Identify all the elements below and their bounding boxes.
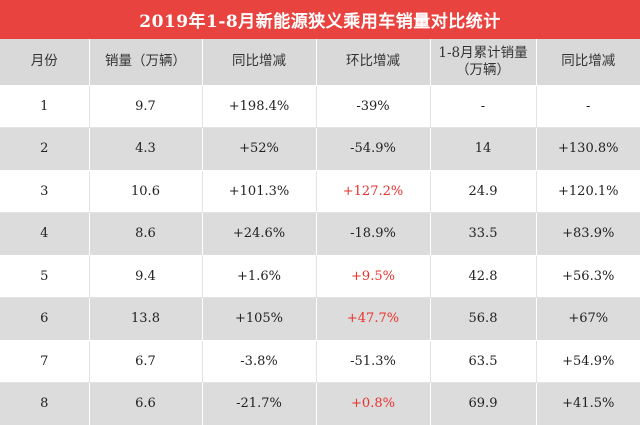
sales-table: 月份 销量（万辆） 同比增减 环比增减 1-8月累计销量（万辆） 同比增减 1 … [0,39,640,425]
cell-cumulative-sales: 14 [430,127,537,171]
cell-cumulative-yoy-change: +130.8% [536,127,640,171]
header-cumulative-yoy-change: 同比增减 [536,39,640,86]
cell-sales: 6.6 [89,382,203,425]
header-yoy-change: 同比增减 [202,39,317,86]
cell-month: 7 [0,340,90,383]
cell-cumulative-yoy-change: +54.9% [536,340,640,383]
cell-month: 6 [0,297,90,341]
cell-cumulative-yoy-change: +83.9% [536,212,640,256]
cell-sales: 9.4 [89,255,203,298]
header-month: 月份 [0,39,90,86]
cell-sales: 9.7 [89,85,203,128]
cell-mom-change: -51.3% [316,340,431,383]
cell-sales: 4.3 [89,127,203,171]
table-row: 5 9.4 +1.6% +9.5% 42.8 +56.3% [0,255,640,298]
table-row: 2 4.3 +52% -54.9% 14 +130.8% [0,127,640,171]
table-row: 4 8.6 +24.6% -18.9% 33.5 +83.9% [0,212,640,256]
cell-cumulative-yoy-change: +120.1% [536,170,640,213]
table-title: 2019年1-8月新能源狭义乘用车销量对比统计 [0,0,640,39]
cell-mom-change: +9.5% [316,255,431,298]
cell-yoy-change: +101.3% [202,170,317,213]
header-row: 月份 销量（万辆） 同比增减 环比增减 1-8月累计销量（万辆） 同比增减 [0,39,640,86]
cell-cumulative-yoy-change: - [536,85,640,128]
table-row: 7 6.7 -3.8% -51.3% 63.5 +54.9% [0,340,640,383]
cell-yoy-change: -21.7% [202,382,317,425]
cell-cumulative-yoy-change: +56.3% [536,255,640,298]
cell-yoy-change: +198.4% [202,85,317,128]
cell-month: 5 [0,255,90,298]
cell-mom-change: +47.7% [316,297,431,341]
cell-month: 3 [0,170,90,213]
cell-cumulative-sales: 63.5 [430,340,537,383]
cell-month: 8 [0,382,90,425]
table-row: 3 10.6 +101.3% +127.2% 24.9 +120.1% [0,170,640,213]
cell-cumulative-sales: 24.9 [430,170,537,213]
cell-yoy-change: +52% [202,127,317,171]
cell-mom-change: -18.9% [316,212,431,256]
cell-mom-change: -54.9% [316,127,431,171]
cell-cumulative-yoy-change: +67% [536,297,640,341]
cell-cumulative-sales: 56.8 [430,297,537,341]
cell-month: 2 [0,127,90,171]
cell-month: 4 [0,212,90,256]
cell-mom-change: +127.2% [316,170,431,213]
header-sales: 销量（万辆） [89,39,203,86]
cell-sales: 8.6 [89,212,203,256]
cell-month: 1 [0,85,90,128]
cell-mom-change: +0.8% [316,382,431,425]
header-cumulative-sales: 1-8月累计销量（万辆） [430,39,537,86]
cell-mom-change: -39% [316,85,431,128]
cell-cumulative-sales: 69.9 [430,382,537,425]
cell-yoy-change: +105% [202,297,317,341]
cell-cumulative-sales: - [430,85,537,128]
cell-cumulative-yoy-change: +41.5% [536,382,640,425]
cell-cumulative-sales: 42.8 [430,255,537,298]
table-row: 6 13.8 +105% +47.7% 56.8 +67% [0,297,640,341]
table-row: 8 6.6 -21.7% +0.8% 69.9 +41.5% [0,382,640,425]
cell-sales: 10.6 [89,170,203,213]
table-row: 1 9.7 +198.4% -39% - - [0,85,640,128]
header-mom-change: 环比增减 [316,39,431,86]
cell-yoy-change: +1.6% [202,255,317,298]
cell-sales: 13.8 [89,297,203,341]
cell-sales: 6.7 [89,340,203,383]
cell-yoy-change: +24.6% [202,212,317,256]
cell-yoy-change: -3.8% [202,340,317,383]
cell-cumulative-sales: 33.5 [430,212,537,256]
